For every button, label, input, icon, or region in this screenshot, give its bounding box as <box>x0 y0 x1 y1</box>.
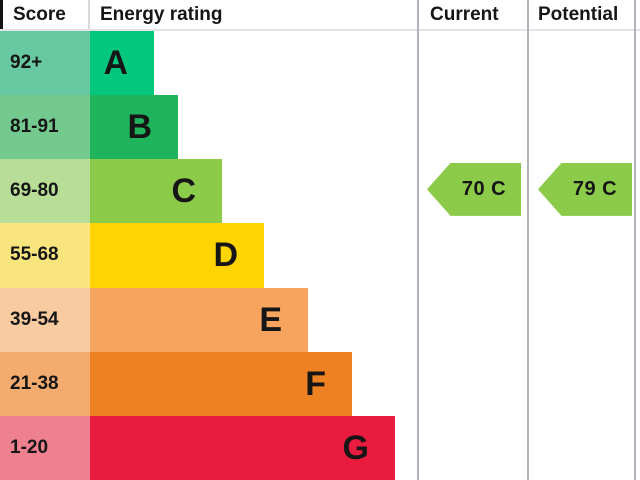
band-letter: A <box>103 44 128 83</box>
band-score-range: 21-38 <box>0 351 90 416</box>
band-row-a: 92+ A <box>0 31 417 96</box>
band-row-b: 81-91 B <box>0 95 417 160</box>
energy-rating-column-header: Energy rating <box>100 3 223 25</box>
current-rating-value: 70 C <box>461 177 507 200</box>
band-bar: B <box>90 95 178 160</box>
band-row-d: 55-68 D <box>0 223 417 288</box>
chart-header-row: Score Energy rating Current Potential <box>0 0 640 31</box>
band-letter: E <box>259 300 282 339</box>
band-bar: D <box>90 223 264 288</box>
current-column-header: Current <box>430 3 499 25</box>
band-letter: D <box>213 236 238 275</box>
band-bar: E <box>90 287 308 352</box>
band-letter: G <box>342 428 369 467</box>
current-column-left-divider <box>417 0 419 480</box>
chart-right-border <box>634 0 636 480</box>
potential-rating-arrow: 79 C <box>538 162 632 216</box>
band-row-e: 39-54 E <box>0 287 417 352</box>
score-column-header: Score <box>0 0 90 29</box>
band-letter: C <box>171 172 196 211</box>
band-row-f: 21-38 F <box>0 351 417 416</box>
current-rating-arrow: 70 C <box>427 162 521 216</box>
band-bar: A <box>90 31 154 96</box>
band-letter: B <box>127 108 152 147</box>
band-score-range: 1-20 <box>0 415 90 480</box>
band-score-range: 55-68 <box>0 223 90 288</box>
band-score-range: 92+ <box>0 31 90 96</box>
band-score-range: 69-80 <box>0 159 90 224</box>
band-score-range: 81-91 <box>0 95 90 160</box>
rating-bands: 92+ A 81-91 B 69-80 C 55-68 D 39-54 E 21-38 F 1-20 G <box>0 31 417 480</box>
potential-rating-value: 79 C <box>572 177 618 200</box>
band-bar: C <box>90 159 222 224</box>
band-bar: G <box>90 415 395 480</box>
potential-column-header: Potential <box>538 3 619 25</box>
potential-column-left-divider <box>527 0 529 480</box>
band-row-g: 1-20 G <box>0 415 417 480</box>
band-bar: F <box>90 351 352 416</box>
band-letter: F <box>305 364 326 403</box>
band-row-c: 69-80 C <box>0 159 417 224</box>
band-score-range: 39-54 <box>0 287 90 352</box>
